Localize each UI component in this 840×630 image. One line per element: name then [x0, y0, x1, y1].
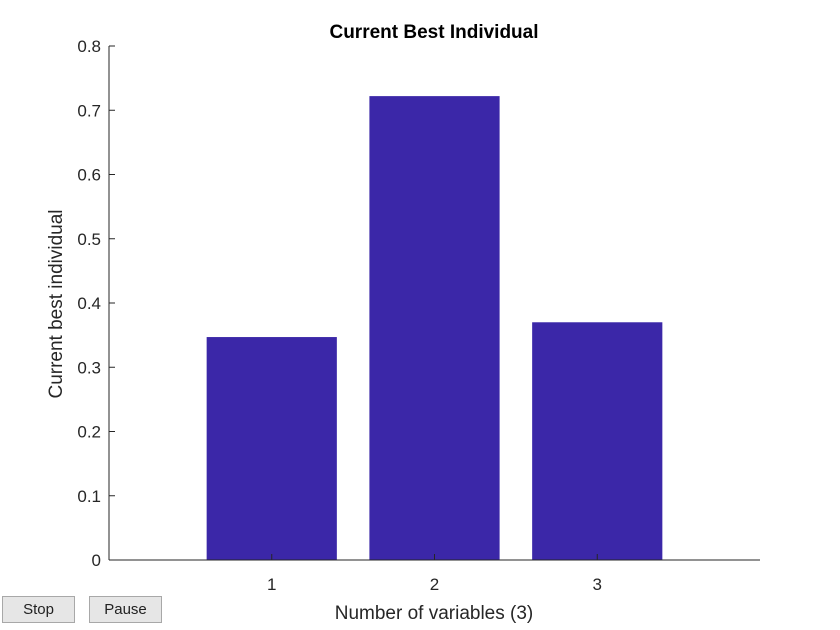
y-tick-label: 0.4 — [77, 294, 101, 313]
y-axis-label: Current best individual — [46, 209, 67, 398]
x-axis-label: Number of variables (3) — [335, 603, 534, 624]
y-tick-label: 0.1 — [77, 487, 101, 506]
x-tick-label: 3 — [593, 575, 602, 594]
chart-title: Current Best Individual — [329, 22, 538, 43]
stop-button[interactable]: Stop — [2, 596, 75, 623]
x-tick-label: 1 — [267, 575, 276, 594]
bar-1 — [206, 337, 337, 560]
x-tick-label: 2 — [430, 575, 439, 594]
y-tick-label: 0 — [92, 551, 101, 570]
y-tick-label: 0.7 — [77, 101, 101, 120]
bars-layer — [206, 96, 663, 561]
pause-button[interactable]: Pause — [89, 596, 162, 623]
y-tick-label: 0.2 — [77, 423, 101, 442]
y-tick-label: 0.8 — [77, 37, 101, 56]
bar-2 — [369, 96, 500, 561]
y-tick-label: 0.3 — [77, 358, 101, 377]
bar-3 — [532, 322, 663, 560]
y-tick-label: 0.5 — [77, 230, 101, 249]
y-tick-label: 0.6 — [77, 166, 101, 185]
ticks-layer: 0 0.1 0.2 0.3 0.4 0.5 0.6 0.7 0.8 1 2 3 — [77, 37, 602, 594]
